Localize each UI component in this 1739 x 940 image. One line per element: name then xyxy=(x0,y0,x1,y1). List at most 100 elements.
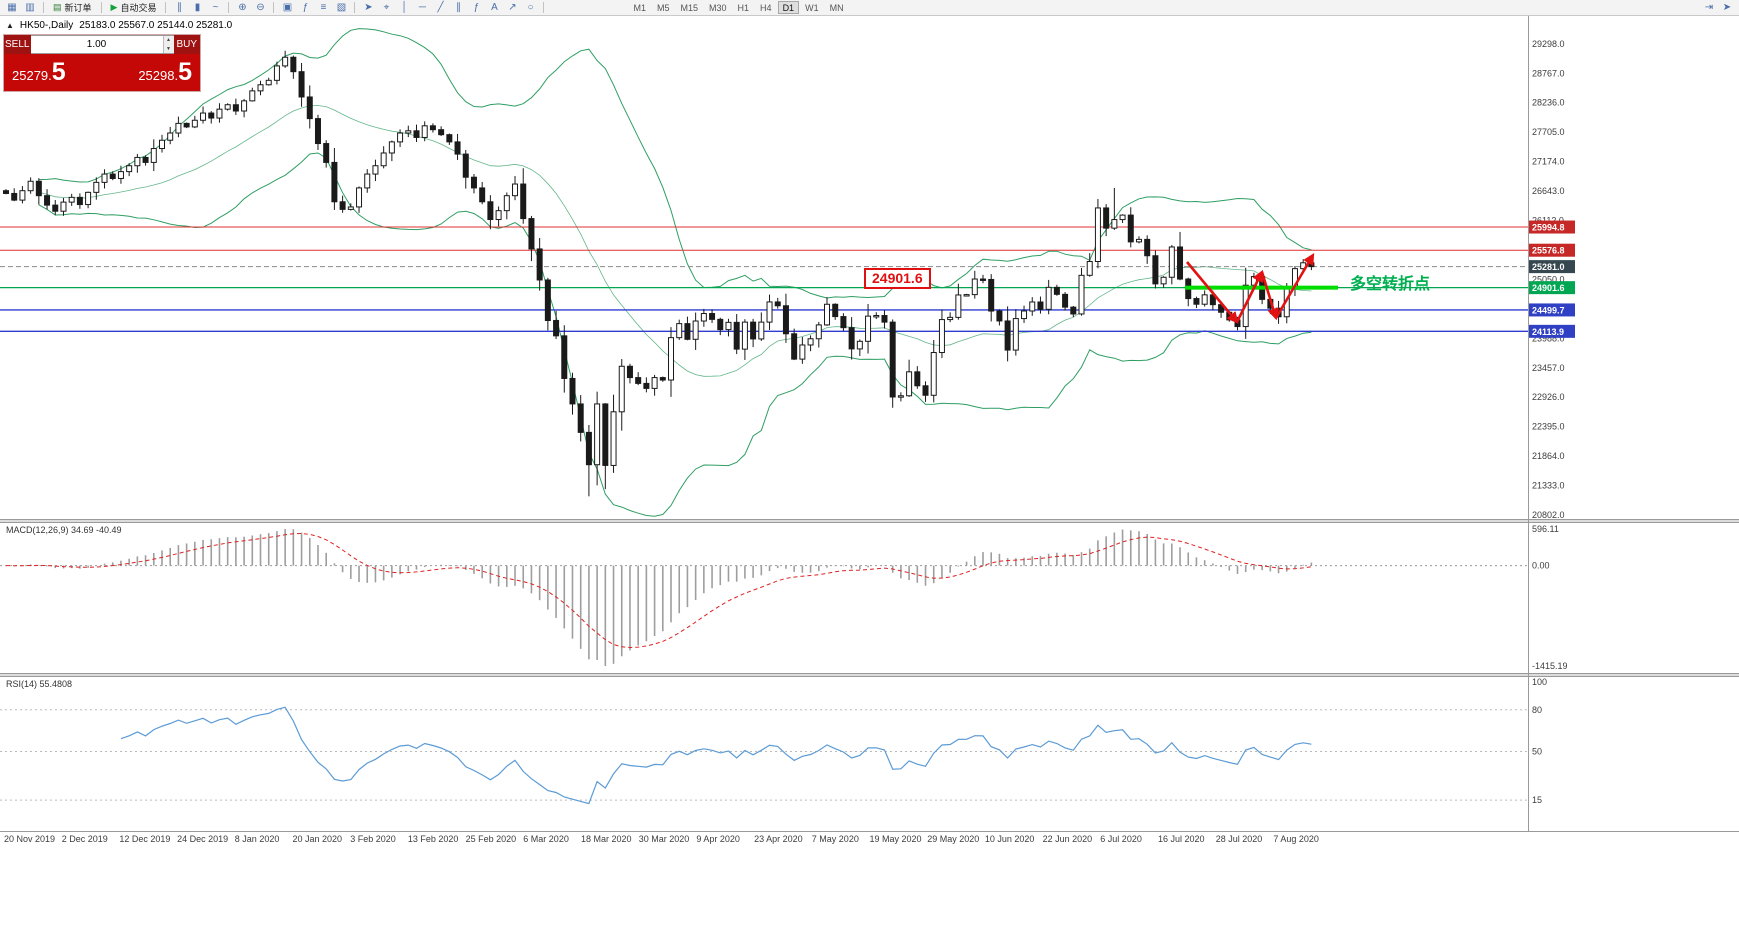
candles-layer xyxy=(3,50,1315,497)
svg-text:24113.9: 24113.9 xyxy=(1532,327,1564,337)
svg-text:6 Jul 2020: 6 Jul 2020 xyxy=(1100,834,1142,844)
sell-price: 25279. 5 xyxy=(12,58,66,86)
svg-text:22926.0: 22926.0 xyxy=(1532,392,1565,402)
volume-spinner: ▲ ▼ xyxy=(162,36,174,53)
new-chart-icon[interactable]: ▦ xyxy=(7,2,17,13)
timeframe-H1[interactable]: H1 xyxy=(737,3,750,13)
timeframe-MN[interactable]: MN xyxy=(829,3,844,13)
svg-text:21864.0: 21864.0 xyxy=(1532,451,1565,461)
autotrading-play-icon: ▶ xyxy=(110,2,118,12)
svg-text:23 Apr 2020: 23 Apr 2020 xyxy=(754,834,803,844)
macd-histogram xyxy=(13,529,1313,666)
channel-icon[interactable]: ∥ xyxy=(455,2,461,13)
timeframe-H4[interactable]: H4 xyxy=(760,3,772,13)
svg-text:0.00: 0.00 xyxy=(1532,561,1550,571)
svg-text:21333.0: 21333.0 xyxy=(1532,481,1565,491)
svg-text:25050.0: 25050.0 xyxy=(1532,274,1565,284)
cursor-icon[interactable]: ➤ xyxy=(364,2,373,13)
svg-text:7 May 2020: 7 May 2020 xyxy=(812,834,859,844)
svg-text:25 Feb 2020: 25 Feb 2020 xyxy=(466,834,517,844)
zoom-out-icon[interactable]: ⊖ xyxy=(256,2,265,13)
timeframe-M30[interactable]: M30 xyxy=(709,3,727,13)
timeframe-M15[interactable]: M15 xyxy=(680,3,699,13)
volume-up-icon[interactable]: ▲ xyxy=(163,36,174,45)
chart-symbol-period: HK50-,Daily xyxy=(19,20,74,31)
svg-text:16 Jul 2020: 16 Jul 2020 xyxy=(1158,834,1205,844)
pointer-icon[interactable]: ➤ xyxy=(1722,2,1732,13)
objects-list-icon[interactable]: ≡ xyxy=(320,2,327,13)
buy-button[interactable]: BUY xyxy=(173,35,200,54)
svg-text:23457.0: 23457.0 xyxy=(1532,363,1565,373)
vertical-line-icon[interactable]: │ xyxy=(401,2,408,13)
new-order-icon: ▤ xyxy=(53,2,62,12)
volume-down-icon[interactable]: ▼ xyxy=(163,44,174,53)
bollinger-bands xyxy=(38,28,1312,517)
svg-text:9 Apr 2020: 9 Apr 2020 xyxy=(696,834,740,844)
new-order-button-label: 新订单 xyxy=(64,3,92,13)
one-click-trading-panel: SELL ▲ ▼ BUY 25279.5 25298.5 xyxy=(4,35,200,91)
one-click-collapse-icon[interactable]: ▲ xyxy=(6,21,14,30)
templates-icon[interactable]: ▧ xyxy=(336,2,347,13)
new-order-button[interactable]: ▤ 新订单 xyxy=(48,1,97,15)
candlestick-chart-icon[interactable]: ▮ xyxy=(194,2,201,13)
text-tool-icon[interactable]: A xyxy=(491,2,498,13)
svg-text:10 Jun 2020: 10 Jun 2020 xyxy=(985,834,1035,844)
autotrading-button-label: 自动交易 xyxy=(120,3,157,13)
price-level-callout[interactable]: 24901.6 xyxy=(864,268,931,289)
timeframe-W1[interactable]: W1 xyxy=(805,3,819,13)
svg-text:12 Dec 2019: 12 Dec 2019 xyxy=(119,834,170,844)
svg-text:26643.0: 26643.0 xyxy=(1532,186,1565,196)
svg-text:28767.0: 28767.0 xyxy=(1532,68,1565,78)
timeframe-M1[interactable]: M1 xyxy=(633,3,646,13)
svg-text:28 Jul 2020: 28 Jul 2020 xyxy=(1216,834,1263,844)
timeframe-D1[interactable]: D1 xyxy=(777,1,800,14)
chart-shift-icon[interactable]: ⇥ xyxy=(1704,2,1714,13)
chart-title: ▲ HK50-,Daily 25183.0 25567.0 25144.0 2528… xyxy=(6,20,238,31)
svg-text:25994.8: 25994.8 xyxy=(1532,223,1565,233)
time-scale-labels: 20 Nov 2019 2 Dec 2019 12 Dec 2019 24 Dec 2… xyxy=(4,834,1319,844)
crosshair-icon[interactable]: ⌖ xyxy=(383,2,390,13)
rsi-line xyxy=(120,706,1312,805)
toolbar-separator xyxy=(228,2,230,13)
svg-text:2 Dec 2019: 2 Dec 2019 xyxy=(62,834,108,844)
svg-text:50: 50 xyxy=(1532,747,1542,757)
tile-windows-icon[interactable]: ▣ xyxy=(282,2,293,13)
rsi-indicator-label: RSI(14) 55.4808 xyxy=(6,679,73,689)
support-highlight-segment[interactable] xyxy=(1185,285,1338,290)
chart-profiles-icon[interactable]: ▥ xyxy=(25,2,35,13)
toolbar-separator xyxy=(100,2,102,13)
svg-text:7 Aug 2020: 7 Aug 2020 xyxy=(1273,834,1319,844)
svg-text:20 Jan 2020: 20 Jan 2020 xyxy=(293,834,343,844)
toolbar-separator xyxy=(43,2,44,13)
timeframe-M5[interactable]: M5 xyxy=(656,3,670,13)
trade-signal-arrows[interactable] xyxy=(1186,252,1315,324)
timeframe-switcher: M1 M5 M15 M30 H1 H4 D1 W1 MN xyxy=(628,1,848,14)
arrow-tool-icon[interactable]: ↗ xyxy=(508,2,517,13)
macd-indicator-label: MACD(12,26,9) 34.69 -40.49 xyxy=(6,525,122,535)
indicators-icon[interactable]: ƒ xyxy=(302,2,309,13)
sell-button[interactable]: SELL xyxy=(4,35,31,54)
horizontal-line-icon[interactable]: ─ xyxy=(418,2,427,13)
shapes-tool-icon[interactable]: ○ xyxy=(527,2,534,13)
volume-input[interactable] xyxy=(30,36,163,53)
macd-signal-line xyxy=(5,532,1312,649)
line-chart-icon[interactable]: ~ xyxy=(212,2,219,13)
svg-text:6 Mar 2020: 6 Mar 2020 xyxy=(523,834,569,844)
trendline-icon[interactable]: ╱ xyxy=(437,2,444,13)
bar-chart-icon[interactable]: ∥ xyxy=(176,2,182,13)
autotrading-button[interactable]: ▶ 自动交易 xyxy=(106,1,162,15)
svg-text:13 Feb 2020: 13 Feb 2020 xyxy=(408,834,459,844)
zoom-in-icon[interactable]: ⊕ xyxy=(238,2,247,13)
chart-ohlc-readout: 25183.0 25567.0 25144.0 25281.0 xyxy=(79,20,233,31)
turning-point-label: 多空转折点 xyxy=(1350,276,1431,293)
svg-text:15: 15 xyxy=(1532,795,1542,805)
svg-text:3 Feb 2020: 3 Feb 2020 xyxy=(350,834,396,844)
fibonacci-icon[interactable]: ƒ xyxy=(473,2,480,13)
svg-text:27705.0: 27705.0 xyxy=(1532,127,1565,137)
toolbar-separator xyxy=(543,2,545,13)
svg-text:24499.7: 24499.7 xyxy=(1532,305,1565,315)
svg-text:25281.0: 25281.0 xyxy=(1532,262,1565,272)
toolbar-separator xyxy=(273,2,275,13)
